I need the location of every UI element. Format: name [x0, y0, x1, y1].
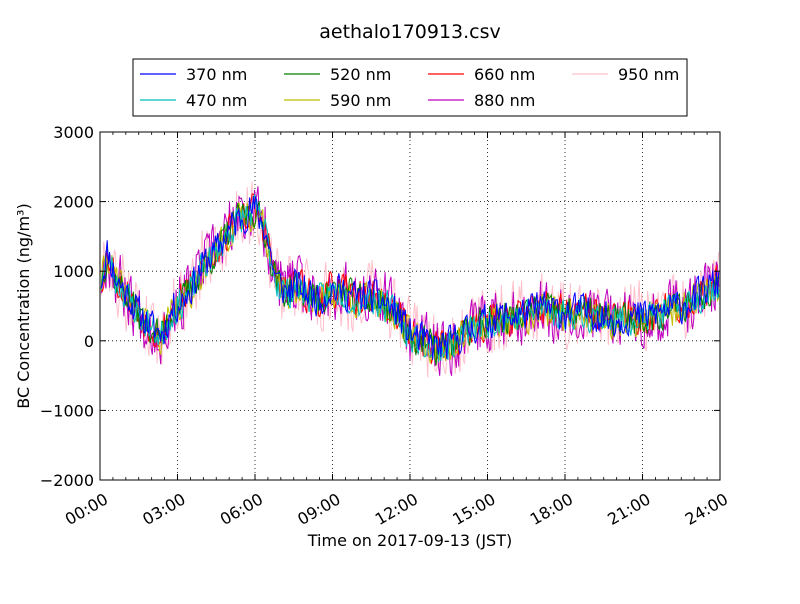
legend-label: 370 nm: [186, 65, 247, 84]
x-tick-label: 06:00: [217, 489, 266, 529]
x-tick-label: 24:00: [682, 489, 731, 529]
grid-lines: [100, 132, 720, 480]
legend-label: 950 nm: [618, 65, 679, 84]
series-line-370-nm: [100, 195, 720, 360]
x-tick-label: 18:00: [527, 489, 576, 529]
y-axis-label: BC Concentration (ng/m³): [14, 203, 33, 408]
legend-label: 520 nm: [330, 65, 391, 84]
legend: 370 nm 470 nm 520 nm 590 nm 660 nm 880 nm 950 …: [132, 58, 688, 117]
legend-frame: [132, 58, 688, 117]
legend-label: 660 nm: [474, 65, 535, 84]
x-tick-label: 00:00: [62, 489, 111, 529]
legend-label: 880 nm: [474, 91, 535, 110]
y-tick-label: −2000: [40, 471, 94, 490]
chart-title: aethalo170913.csv: [319, 21, 501, 43]
legend-label: 590 nm: [330, 91, 391, 110]
x-tick-label: 21:00: [604, 489, 653, 529]
y-tick-label: 1000: [53, 262, 94, 281]
legend-label: 470 nm: [186, 91, 247, 110]
y-tick-label: 3000: [53, 123, 94, 142]
x-axis-label: Time on 2017-09-13 (JST): [307, 531, 512, 550]
y-tick-label: −1000: [40, 401, 94, 420]
y-tick-label: 2000: [53, 193, 94, 212]
x-tick-label: 12:00: [372, 489, 421, 529]
y-tick-label: 0: [84, 332, 94, 351]
x-tick-label: 15:00: [449, 489, 498, 529]
x-tick-label: 03:00: [139, 489, 188, 529]
series-lines: [100, 181, 720, 378]
x-tick-label: 09:00: [294, 489, 343, 529]
